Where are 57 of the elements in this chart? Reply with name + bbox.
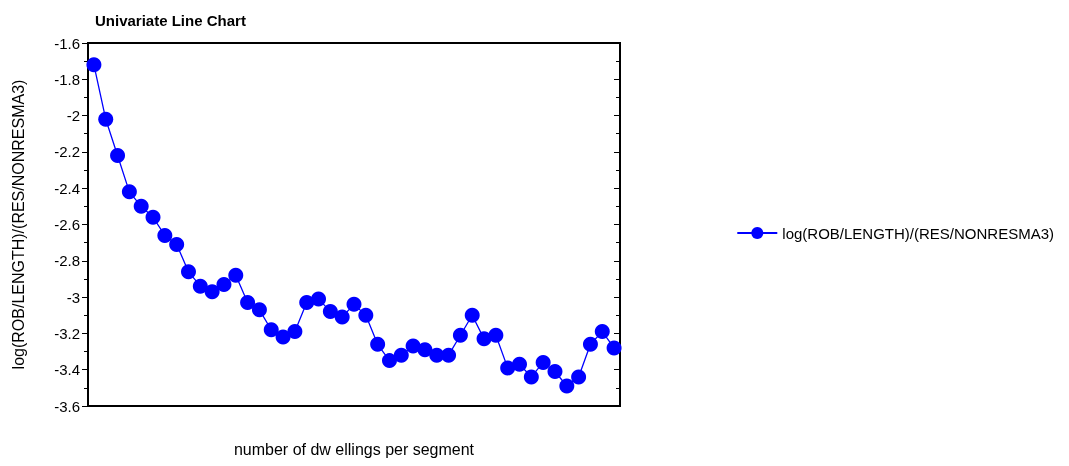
y-axis-title: log(ROB/LENGTH)/(RES/NONRESMA3) — [9, 79, 27, 370]
point — [110, 148, 126, 164]
point — [594, 324, 610, 340]
point — [381, 353, 397, 369]
point — [121, 184, 137, 200]
point — [240, 295, 256, 311]
chart-title: Univariate Line Chart — [95, 12, 246, 29]
point — [251, 302, 267, 318]
point — [86, 57, 102, 73]
point — [228, 267, 244, 283]
point — [169, 236, 185, 252]
point — [452, 327, 468, 343]
y-tick-label: -2.4 — [54, 179, 80, 197]
point — [559, 378, 575, 394]
y-tick-label: -3.6 — [54, 397, 80, 415]
point — [287, 324, 303, 340]
y-tick-label: -2 — [66, 107, 80, 125]
point — [192, 278, 208, 294]
y-tick-label: -2.2 — [54, 143, 80, 161]
y-tick-label: -3.2 — [54, 324, 80, 342]
point — [346, 296, 362, 312]
point — [571, 369, 587, 385]
point — [606, 340, 622, 356]
y-tick-label: -2.6 — [54, 216, 80, 233]
y-tick-label: -3.4 — [54, 361, 80, 379]
point — [133, 198, 149, 214]
point — [512, 356, 528, 372]
point — [145, 209, 161, 225]
y-tick-label: -1.6 — [54, 34, 80, 52]
point — [334, 309, 350, 325]
point — [98, 111, 114, 127]
point — [322, 304, 338, 320]
point — [157, 227, 173, 243]
point — [358, 307, 374, 323]
point — [464, 307, 480, 323]
point — [500, 360, 516, 376]
x-axis-title: number of dw ellings per segment — [233, 440, 475, 458]
point — [311, 291, 327, 307]
point — [370, 336, 386, 352]
point — [216, 276, 232, 292]
legend-label: log(ROB/LENGTH)/(RES/NONRESMA3) — [782, 224, 1055, 242]
point — [204, 284, 220, 300]
point — [263, 322, 279, 338]
point — [393, 347, 409, 363]
point — [417, 342, 433, 358]
point — [488, 327, 504, 343]
point — [582, 336, 598, 352]
point — [547, 364, 563, 380]
point — [523, 369, 539, 385]
point — [535, 354, 551, 370]
point — [441, 347, 457, 363]
y-tick-label: -1.8 — [54, 70, 80, 88]
point — [181, 264, 196, 280]
point — [275, 329, 291, 345]
y-tick-label: -2.8 — [54, 252, 80, 270]
point — [299, 295, 315, 311]
y-tick-label: -3 — [66, 288, 80, 306]
